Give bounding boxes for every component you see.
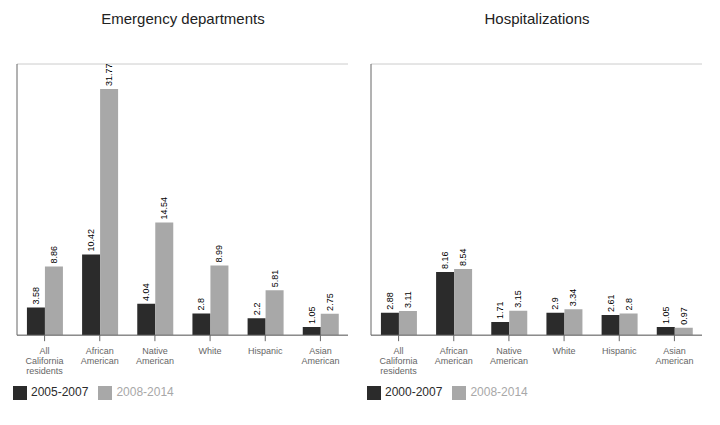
html-text:2000-2007: 2000-2007 xyxy=(385,385,443,400)
svg-text:8.54: 8.54 xyxy=(458,248,468,266)
svg-text:3.58: 3.58 xyxy=(31,287,41,305)
svg-text:2.9: 2.9 xyxy=(550,297,560,310)
svg-text:4.04: 4.04 xyxy=(141,283,151,301)
svg-text:3.11: 3.11 xyxy=(403,291,413,308)
svg-text:AsianAmerican: AsianAmerican xyxy=(301,346,339,366)
svg-text:NativeAmerican: NativeAmerican xyxy=(490,346,528,366)
svg-text:White: White xyxy=(553,346,576,356)
svg-text:1.05: 1.05 xyxy=(661,307,671,325)
svg-text:14.54: 14.54 xyxy=(159,197,169,220)
svg-text:2.8: 2.8 xyxy=(196,298,206,311)
svg-text:10.42: 10.42 xyxy=(86,229,96,252)
html-text:2008-2014: 2008-2014 xyxy=(470,385,528,400)
svg-text:5.81: 5.81 xyxy=(270,270,280,288)
html-text:2005-2007: 2005-2007 xyxy=(31,385,89,400)
svg-text:Hispanic: Hispanic xyxy=(248,346,283,356)
svg-text:1.71: 1.71 xyxy=(495,301,505,319)
svg-text:8.16: 8.16 xyxy=(440,251,450,269)
html-text:Hospitalizations: Hospitalizations xyxy=(484,10,590,27)
svg-text:AsianAmerican: AsianAmerican xyxy=(655,346,693,366)
svg-text:0.97: 0.97 xyxy=(679,307,689,325)
svg-text:3.34: 3.34 xyxy=(568,289,578,307)
svg-text:AfricanAmerican: AfricanAmerican xyxy=(81,346,119,366)
svg-text:2.8: 2.8 xyxy=(624,298,634,311)
html-text:2008-2014: 2008-2014 xyxy=(116,385,174,400)
svg-text:31.77: 31.77 xyxy=(104,63,114,86)
svg-text:2.75: 2.75 xyxy=(325,293,335,311)
svg-text:AllCaliforniaresidents: AllCaliforniaresidents xyxy=(380,346,418,376)
html-text:Emergency departments: Emergency departments xyxy=(101,10,265,27)
svg-text:8.86: 8.86 xyxy=(49,246,59,264)
svg-text:2.88: 2.88 xyxy=(385,292,395,310)
svg-text:AllCaliforniaresidents: AllCaliforniaresidents xyxy=(26,346,64,376)
svg-text:Hispanic: Hispanic xyxy=(602,346,637,356)
svg-text:2.61: 2.61 xyxy=(606,294,616,312)
svg-text:NativeAmerican: NativeAmerican xyxy=(136,346,174,366)
svg-text:White: White xyxy=(199,346,222,356)
svg-text:AfricanAmerican: AfricanAmerican xyxy=(435,346,473,366)
svg-text:1.05: 1.05 xyxy=(307,307,317,325)
svg-text:3.15: 3.15 xyxy=(513,290,523,308)
svg-text:8.99: 8.99 xyxy=(214,245,224,263)
svg-text:2.2: 2.2 xyxy=(252,303,262,316)
